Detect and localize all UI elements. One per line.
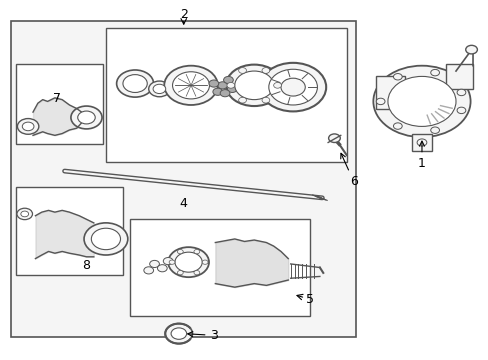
Circle shape xyxy=(262,68,269,73)
Bar xyxy=(16,64,103,144)
Text: 6: 6 xyxy=(340,153,357,188)
Bar xyxy=(11,21,356,337)
Circle shape xyxy=(223,76,233,84)
Text: 5: 5 xyxy=(305,293,313,306)
Circle shape xyxy=(208,80,218,87)
Circle shape xyxy=(194,249,200,254)
Circle shape xyxy=(281,78,305,96)
Circle shape xyxy=(268,69,317,105)
Circle shape xyxy=(122,75,147,93)
Text: 1: 1 xyxy=(417,141,425,170)
Circle shape xyxy=(238,97,246,103)
Circle shape xyxy=(84,223,127,255)
Text: 8: 8 xyxy=(82,259,90,272)
Circle shape xyxy=(177,270,183,275)
Circle shape xyxy=(149,260,159,267)
Circle shape xyxy=(163,257,173,265)
Circle shape xyxy=(17,208,32,220)
Bar xyxy=(375,76,404,109)
Circle shape xyxy=(165,324,192,343)
Circle shape xyxy=(153,84,165,94)
Circle shape xyxy=(465,45,476,54)
Circle shape xyxy=(169,260,175,264)
Circle shape xyxy=(393,123,402,129)
Circle shape xyxy=(375,98,384,105)
Circle shape xyxy=(212,88,222,95)
Bar xyxy=(106,28,346,162)
Circle shape xyxy=(171,328,186,339)
Circle shape xyxy=(328,134,340,143)
Circle shape xyxy=(157,265,167,272)
Circle shape xyxy=(393,73,402,80)
Circle shape xyxy=(217,82,227,89)
Circle shape xyxy=(172,72,209,99)
Bar xyxy=(446,64,472,89)
Text: 4: 4 xyxy=(180,197,187,210)
Circle shape xyxy=(194,270,200,275)
Circle shape xyxy=(116,70,153,97)
Text: 7: 7 xyxy=(53,92,61,105)
Circle shape xyxy=(202,260,207,264)
Circle shape xyxy=(91,228,120,249)
Circle shape xyxy=(22,122,34,131)
Circle shape xyxy=(78,111,95,124)
Circle shape xyxy=(143,267,153,274)
Circle shape xyxy=(177,249,183,254)
Circle shape xyxy=(18,118,39,134)
Circle shape xyxy=(387,76,455,126)
Text: 3: 3 xyxy=(187,329,218,342)
Circle shape xyxy=(262,97,269,103)
Text: 2: 2 xyxy=(180,9,187,22)
Circle shape xyxy=(227,85,237,93)
Circle shape xyxy=(456,107,465,114)
Circle shape xyxy=(234,71,273,100)
Circle shape xyxy=(148,81,170,97)
Circle shape xyxy=(416,139,426,146)
Circle shape xyxy=(175,252,202,272)
Circle shape xyxy=(226,82,234,88)
Circle shape xyxy=(273,82,281,88)
Circle shape xyxy=(238,68,246,73)
Bar xyxy=(16,187,122,275)
Circle shape xyxy=(260,63,325,111)
Circle shape xyxy=(164,66,217,105)
Circle shape xyxy=(71,106,102,129)
Circle shape xyxy=(225,64,282,106)
Bar xyxy=(411,134,431,152)
Circle shape xyxy=(220,90,229,97)
Circle shape xyxy=(168,247,208,277)
Circle shape xyxy=(430,69,439,76)
Circle shape xyxy=(372,66,469,137)
Circle shape xyxy=(21,211,29,217)
Bar xyxy=(130,219,309,316)
Circle shape xyxy=(430,127,439,134)
Circle shape xyxy=(456,89,465,96)
